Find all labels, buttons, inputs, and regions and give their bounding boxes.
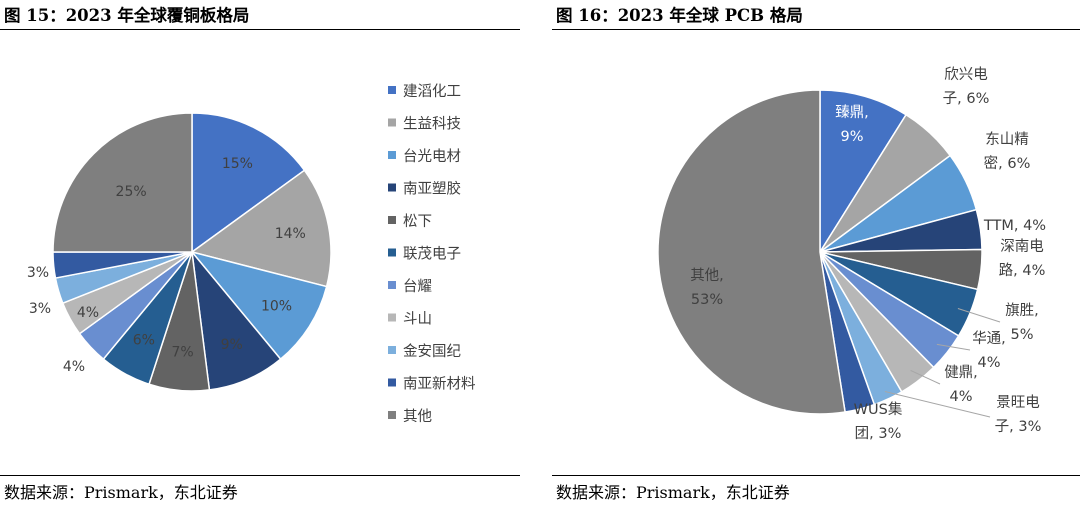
legend-swatch-7 [388,313,396,322]
slice-label-pcb-9: WUS集团, 3% [854,401,903,442]
slice-label-ccl-8: 3% [29,301,51,317]
slice-label-ccl-3: 9% [221,337,243,353]
legend-swatch-8 [388,346,396,354]
legend-swatch-10 [388,411,396,419]
legend-label-0: 建滔化工 [403,83,461,100]
slice-label-pcb-10: 其他, 53% [690,267,724,308]
leader-line-1 [936,343,971,351]
slice-label-pcb-2: 东山精密, 6% [984,131,1031,172]
legend-label-1: 生益科技 [403,116,461,133]
title-rule [0,29,520,30]
pie-slice-ccl-3 [190,249,282,391]
slice-label-pcb-8: 景旺电子, 3% [995,394,1042,435]
pie-slice-pcb-0 [819,89,908,255]
legend-swatch-3 [388,183,396,192]
legend-swatch-1 [388,118,396,127]
pie-slice-ccl-0 [191,112,306,254]
slice-label-pcb-7: 健鼎, 4% [944,364,978,405]
slice-label-ccl-1: 14% [275,226,306,242]
legend-swatch-9 [388,378,396,387]
slice-label-ccl-0: 15% [222,156,253,172]
leader-line-0 [957,308,1001,323]
legend-swatch-4 [388,216,396,224]
source-rule [0,475,520,476]
legend-label-2: 台光电材 [403,148,461,165]
slice-label-ccl-6: 4% [63,359,85,375]
pcb-pie-chart: 臻鼎, 9% 欣兴电子, 6% 东山精密, 6% TTM, 4% 深南电路, 4% 旗胜, 5… [657,66,1046,442]
legend-label-5: 联茂电子 [403,246,461,263]
legend-label-3: 南亚塑胶 [403,181,461,198]
legend-label-4: 松下 [403,213,432,230]
source-note: 数据来源：Prismark，东北证券 [4,483,238,502]
legend-label-10: 其他 [403,408,432,425]
slice-label-pcb-3: TTM, 4% [983,218,1046,234]
source-note: 数据来源：Prismark，东北证券 [556,483,790,502]
slice-label-ccl-4: 7% [171,345,193,361]
legend-label-6: 台耀 [403,278,432,295]
legend-swatch-6 [388,281,396,289]
pie-slice-ccl-2 [189,250,328,361]
legend-swatch-5 [388,248,396,257]
leader-line-2 [910,369,941,385]
slice-label-pcb-0: 臻鼎, 9% [835,104,869,145]
legend-swatch-2 [388,151,396,159]
slice-label-ccl-10: 25% [116,184,147,200]
title-rule [552,29,1080,30]
slice-label-pcb-1: 欣兴电子, 6% [943,66,990,107]
pcb-chart-panel: 图 16：2023 年全球 PCB 格局 臻鼎, 9% 欣兴电子, 6% 东山精密, … [552,0,1080,509]
slice-label-pcb-5: 旗胜, 5% [1005,302,1039,343]
slice-label-pcb-6: 华通, 4% [972,330,1006,371]
pie-slice-ccl-1 [190,169,332,288]
pie-slice-pcb-10 [657,89,846,415]
slice-label-ccl-5: 6% [133,333,155,349]
slice-label-ccl-9: 3% [27,265,49,281]
legend-swatch-0 [388,86,396,94]
slice-label-pcb-4: 深南电路, 4% [999,238,1046,279]
chart-title: 图 16：2023 年全球 PCB 格局 [556,6,803,25]
slice-label-ccl-2: 10% [261,299,292,315]
source-rule [552,475,1080,476]
legend-label-8: 金安国纪 [403,343,461,360]
slice-label-ccl-7: 4% [77,305,99,321]
pie-slice-ccl-10 [52,112,193,253]
legend-label-9: 南亚新材料 [403,376,476,393]
ccl-pie-chart: 15% 14% 10% 9% 7% 6% 4% 4% 3% 3% 25% 建滔化工生益科技台光电材南亚… [27,83,476,425]
leader-line-3 [884,391,991,418]
legend-label-7: 斗山 [403,311,432,328]
chart-title: 图 15：2023 年全球覆铜板格局 [4,6,250,25]
ccl-chart-panel: 图 15：2023 年全球覆铜板格局 15% 14% 10% 9% 7% 6% 4% 4% 3%… [0,0,520,509]
